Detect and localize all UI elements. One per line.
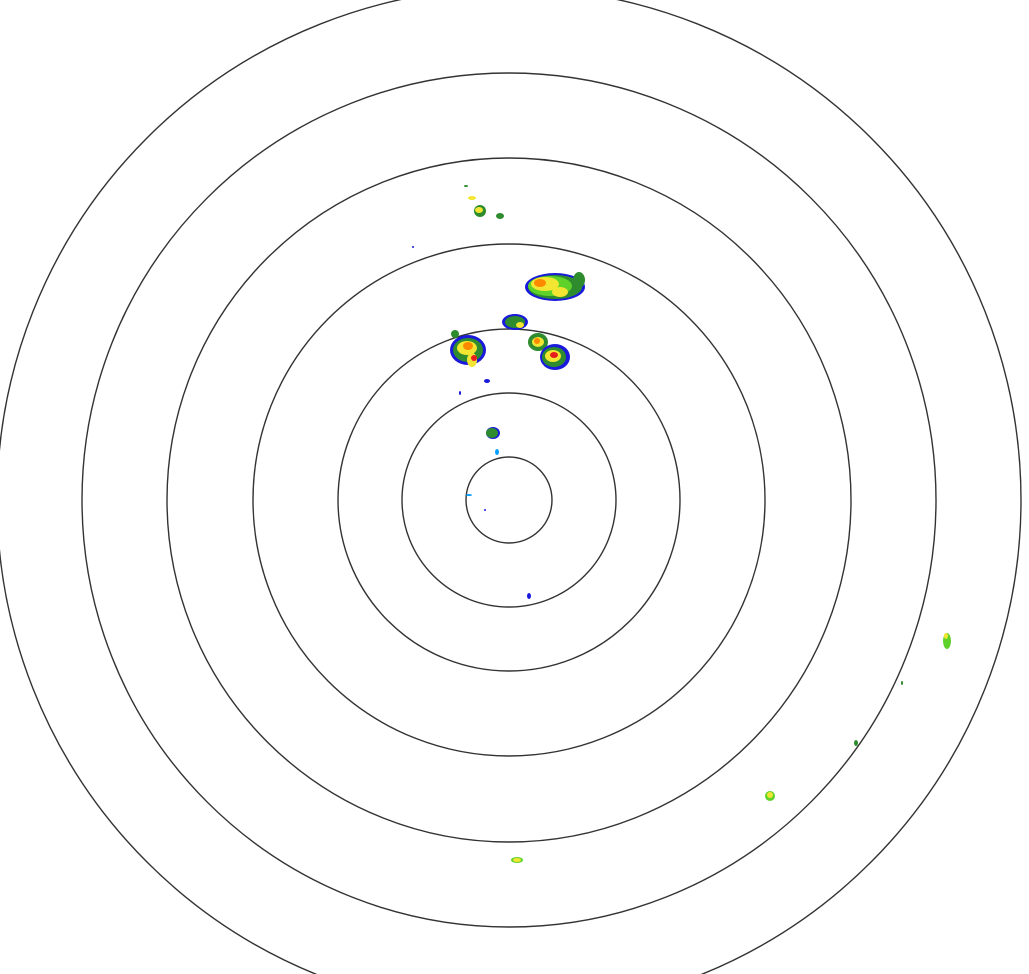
echo-cell — [484, 509, 486, 511]
precipitation-echoes — [412, 185, 951, 863]
echo-cell — [534, 279, 546, 287]
echo-cell — [573, 272, 585, 288]
echo-cell — [534, 338, 540, 344]
range-ring — [401, 392, 617, 608]
echo-cell — [552, 287, 568, 297]
echo-cell — [854, 740, 858, 746]
range-ring — [337, 328, 681, 672]
echo-cell — [513, 858, 521, 862]
echo-cell — [516, 322, 524, 328]
echo-cell — [767, 792, 773, 798]
echo-cell — [901, 681, 903, 685]
echo-cell — [550, 352, 558, 358]
range-ring — [81, 72, 937, 928]
echo-cell — [527, 593, 531, 599]
echo-cell — [475, 207, 483, 213]
echo-cell — [466, 494, 472, 496]
range-ring — [166, 157, 852, 843]
echo-cell — [463, 342, 473, 350]
echo-cell — [464, 185, 468, 187]
echo-cell — [944, 633, 948, 639]
echo-cell — [468, 196, 476, 200]
echo-cell — [484, 379, 490, 383]
echo-cell — [459, 391, 461, 395]
range-ring — [465, 456, 553, 544]
range-ring — [252, 243, 766, 757]
echo-cell — [451, 330, 459, 338]
echo-cell — [496, 213, 504, 219]
echo-cell — [412, 246, 414, 248]
echo-cell — [471, 355, 477, 361]
echo-cell — [486, 428, 498, 438]
echo-cell — [495, 449, 499, 455]
